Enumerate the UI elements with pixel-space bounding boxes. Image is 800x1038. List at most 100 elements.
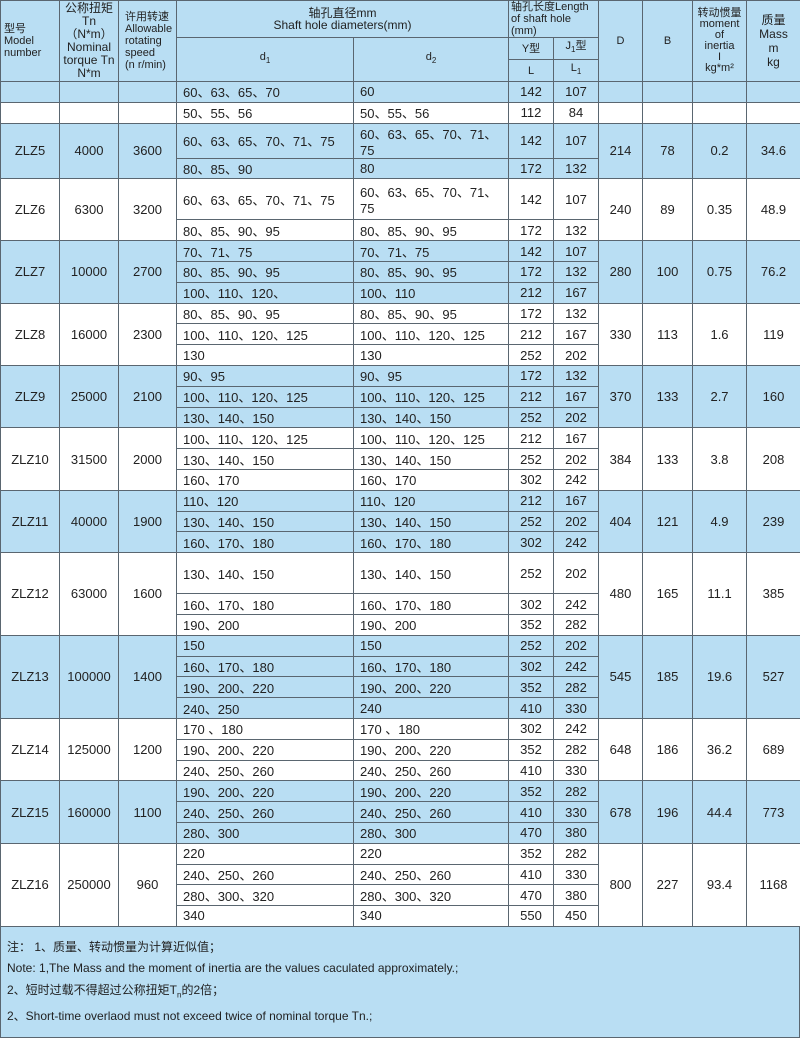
length-L-cell: 302 (509, 656, 554, 677)
d2-cell: 170 、180 (354, 718, 509, 739)
header-d2: d2 (354, 38, 509, 82)
length-L1-cell: 282 (554, 614, 599, 635)
d2-cell: 80、85、90、95 (354, 261, 509, 282)
D-cell: 280 (599, 241, 643, 303)
D-cell (599, 82, 643, 103)
speed-cell: 1900 (119, 490, 177, 552)
d1-cell: 130、140、150 (177, 553, 354, 594)
d1-cell: 60、63、65、70、71、75 (177, 123, 354, 158)
D-cell: 678 (599, 781, 643, 843)
D-cell: 404 (599, 490, 643, 552)
d2-cell: 190、200、220 (354, 739, 509, 760)
B-cell (643, 102, 693, 123)
torque-cell (60, 102, 119, 123)
note-1-en: Note: 1,The Mass and the moment of inert… (7, 958, 793, 980)
d2-cell: 130、140、150 (354, 407, 509, 428)
length-L1-cell: 107 (554, 179, 599, 220)
B-cell: 89 (643, 179, 693, 241)
notes-section: 注： 1、质量、转动惯量为计算近似值； Note: 1,The Mass and… (0, 927, 800, 1038)
length-L-cell: 470 (509, 885, 554, 906)
model-cell: ZLZ11 (1, 490, 60, 552)
d2-cell: 100、110、120、125 (354, 324, 509, 345)
torque-cell: 100000 (60, 635, 119, 718)
speed-cell: 1100 (119, 781, 177, 843)
length-L1-cell: 450 (554, 906, 599, 927)
d1-cell: 80、85、90、95 (177, 303, 354, 324)
D-cell: 370 (599, 365, 643, 427)
d1-cell: 240、250、260 (177, 802, 354, 823)
length-L1-cell: 132 (554, 303, 599, 324)
note-1-cn: 注： 1、质量、转动惯量为计算近似值； (7, 937, 793, 959)
mass-cell: 208 (747, 428, 800, 490)
d2-cell: 340 (354, 906, 509, 927)
d1-cell: 90、95 (177, 365, 354, 386)
d1-cell: 190、200 (177, 614, 354, 635)
B-cell: 185 (643, 635, 693, 718)
length-L-cell: 172 (509, 365, 554, 386)
d1-cell: 80、85、90 (177, 158, 354, 179)
length-L1-cell: 84 (554, 102, 599, 123)
inertia-cell (693, 82, 747, 103)
B-cell: 100 (643, 241, 693, 303)
inertia-cell: 11.1 (693, 553, 747, 636)
d2-cell: 160、170 (354, 469, 509, 490)
inertia-cell: 0.2 (693, 123, 747, 179)
length-L1-cell: 167 (554, 386, 599, 407)
model-cell: ZLZ10 (1, 428, 60, 490)
d2-cell: 90、95 (354, 365, 509, 386)
inertia-cell: 0.75 (693, 241, 747, 303)
d1-cell: 160、170、180 (177, 656, 354, 677)
inertia-cell: 19.6 (693, 635, 747, 718)
inertia-cell: 2.7 (693, 365, 747, 427)
d1-cell: 80、85、90、95 (177, 220, 354, 241)
length-L1-cell: 167 (554, 324, 599, 345)
length-L-cell: 252 (509, 511, 554, 532)
length-L-cell: 302 (509, 469, 554, 490)
inertia-cell: 0.35 (693, 179, 747, 241)
d1-cell: 100、110、120、125 (177, 428, 354, 449)
d1-cell: 160、170 (177, 469, 354, 490)
d2-cell: 280、300 (354, 822, 509, 843)
d2-cell: 190、200 (354, 614, 509, 635)
D-cell: 214 (599, 123, 643, 179)
length-L-cell: 212 (509, 282, 554, 303)
speed-cell (119, 82, 177, 103)
B-cell: 133 (643, 365, 693, 427)
length-L-cell: 142 (509, 179, 554, 220)
length-L-cell: 252 (509, 345, 554, 366)
speed-cell: 3200 (119, 179, 177, 241)
d2-cell: 80 (354, 158, 509, 179)
d2-cell: 160、170、180 (354, 532, 509, 553)
length-L-cell: 142 (509, 241, 554, 262)
length-L-cell: 410 (509, 698, 554, 719)
speed-cell: 1600 (119, 553, 177, 636)
D-cell: 545 (599, 635, 643, 718)
D-cell: 384 (599, 428, 643, 490)
mass-cell: 160 (747, 365, 800, 427)
d1-cell: 130、140、150 (177, 511, 354, 532)
length-L1-cell: 242 (554, 718, 599, 739)
length-L1-cell: 202 (554, 635, 599, 656)
mass-cell: 1168 (747, 843, 800, 926)
d2-cell: 60、63、65、70、71、75 (354, 123, 509, 158)
mass-cell: 527 (747, 635, 800, 718)
length-L1-cell: 282 (554, 677, 599, 698)
d1-cell: 190、200、220 (177, 781, 354, 802)
length-L-cell: 172 (509, 261, 554, 282)
B-cell: 196 (643, 781, 693, 843)
length-L1-cell: 380 (554, 822, 599, 843)
length-L1-cell: 202 (554, 449, 599, 470)
length-L1-cell: 282 (554, 739, 599, 760)
length-L1-cell: 330 (554, 864, 599, 885)
length-L1-cell: 380 (554, 885, 599, 906)
B-cell: 133 (643, 428, 693, 490)
length-L-cell: 410 (509, 760, 554, 781)
d1-cell: 190、200、220 (177, 677, 354, 698)
d2-cell: 280、300、320 (354, 885, 509, 906)
